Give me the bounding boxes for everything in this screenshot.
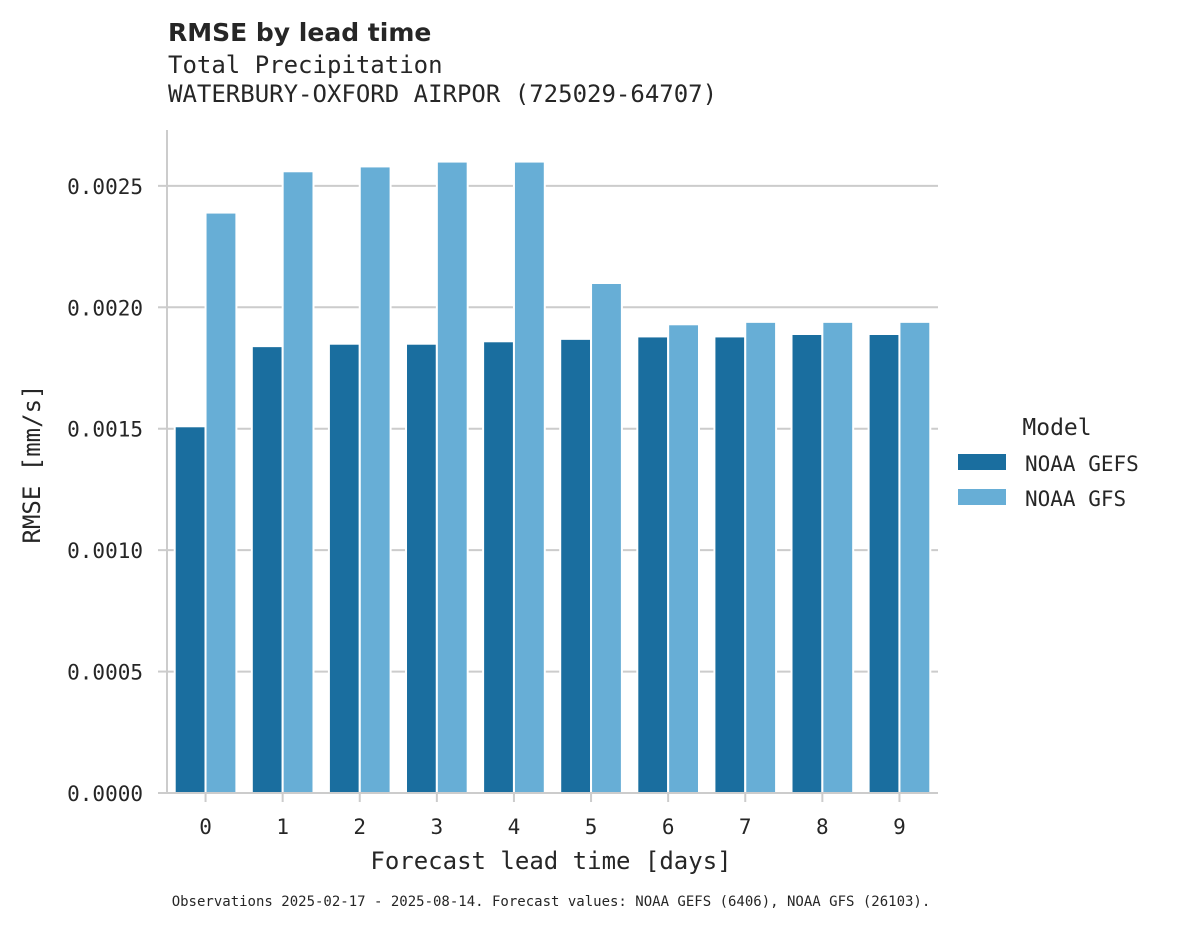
y-tick-label: 0.0015 [67, 418, 143, 442]
bar-noaa-gefs-7 [713, 335, 747, 794]
legend-label-noaa-gfs: NOAA GFS [1025, 487, 1126, 511]
x-tick-label: 3 [431, 815, 444, 839]
x-tick-label: 0 [199, 815, 212, 839]
x-tick-label: 5 [585, 815, 598, 839]
bar-noaa-gefs-5 [559, 337, 593, 794]
bar-noaa-gefs-0 [173, 425, 207, 794]
bar-noaa-gfs-2 [358, 165, 392, 794]
bar-noaa-gefs-4 [482, 340, 515, 794]
chart-footnote: Observations 2025-02-17 - 2025-08-14. Fo… [172, 894, 931, 910]
y-tick-label: 0.0005 [67, 661, 143, 685]
bar-noaa-gefs-8 [790, 333, 824, 794]
bar-noaa-gefs-9 [867, 333, 901, 794]
x-tick-label: 8 [816, 815, 829, 839]
chart-title: RMSE by lead time [168, 18, 431, 47]
legend-label-noaa-gefs: NOAA GEFS [1025, 452, 1139, 476]
bars [173, 160, 932, 795]
bar-noaa-gfs-0 [204, 211, 238, 795]
y-tick-label: 0.0020 [67, 296, 143, 320]
bar-noaa-gfs-7 [744, 320, 778, 794]
x-tick-label: 1 [276, 815, 289, 839]
bar-noaa-gfs-8 [821, 320, 855, 794]
legend-swatch-noaa-gefs [958, 454, 1006, 470]
x-tick-label: 7 [739, 815, 752, 839]
x-tick-label: 9 [893, 815, 906, 839]
bar-noaa-gfs-6 [667, 323, 700, 794]
bar-noaa-gfs-1 [281, 170, 315, 795]
x-axis-ticks: 0 1 2 3 4 5 6 7 8 9 [199, 793, 906, 839]
bar-noaa-gefs-3 [405, 342, 438, 794]
bar-noaa-gefs-1 [250, 345, 284, 794]
chart-subtitle-line-2: WATERBURY-OXFORD AIRPOR (725029-64707) [168, 80, 717, 108]
y-tick-label: 0.0000 [67, 782, 143, 806]
bar-noaa-gfs-9 [898, 320, 932, 794]
x-tick-label: 2 [353, 815, 366, 839]
y-axis-ticks: 0.0000 0.0005 0.0010 0.0015 0.0020 0.0025 [67, 175, 167, 806]
bar-noaa-gfs-5 [590, 282, 623, 794]
y-tick-label: 0.0010 [67, 539, 143, 563]
legend-title: Model [1022, 415, 1091, 441]
bar-noaa-gfs-3 [435, 160, 469, 795]
y-tick-label: 0.0025 [67, 175, 143, 199]
chart-subtitle-line-1: Total Precipitation [168, 51, 443, 79]
y-axis-label: RMSE [mm/s] [18, 385, 46, 544]
x-tick-label: 6 [662, 815, 675, 839]
legend-swatch-noaa-gfs [958, 489, 1006, 505]
x-axis-label: Forecast lead time [days] [370, 847, 731, 875]
bar-noaa-gefs-2 [327, 342, 361, 794]
x-tick-label: 4 [508, 815, 521, 839]
bar-noaa-gfs-4 [512, 160, 546, 795]
legend: Model NOAA GEFS NOAA GFS [958, 415, 1139, 511]
bar-noaa-gefs-6 [636, 335, 670, 794]
